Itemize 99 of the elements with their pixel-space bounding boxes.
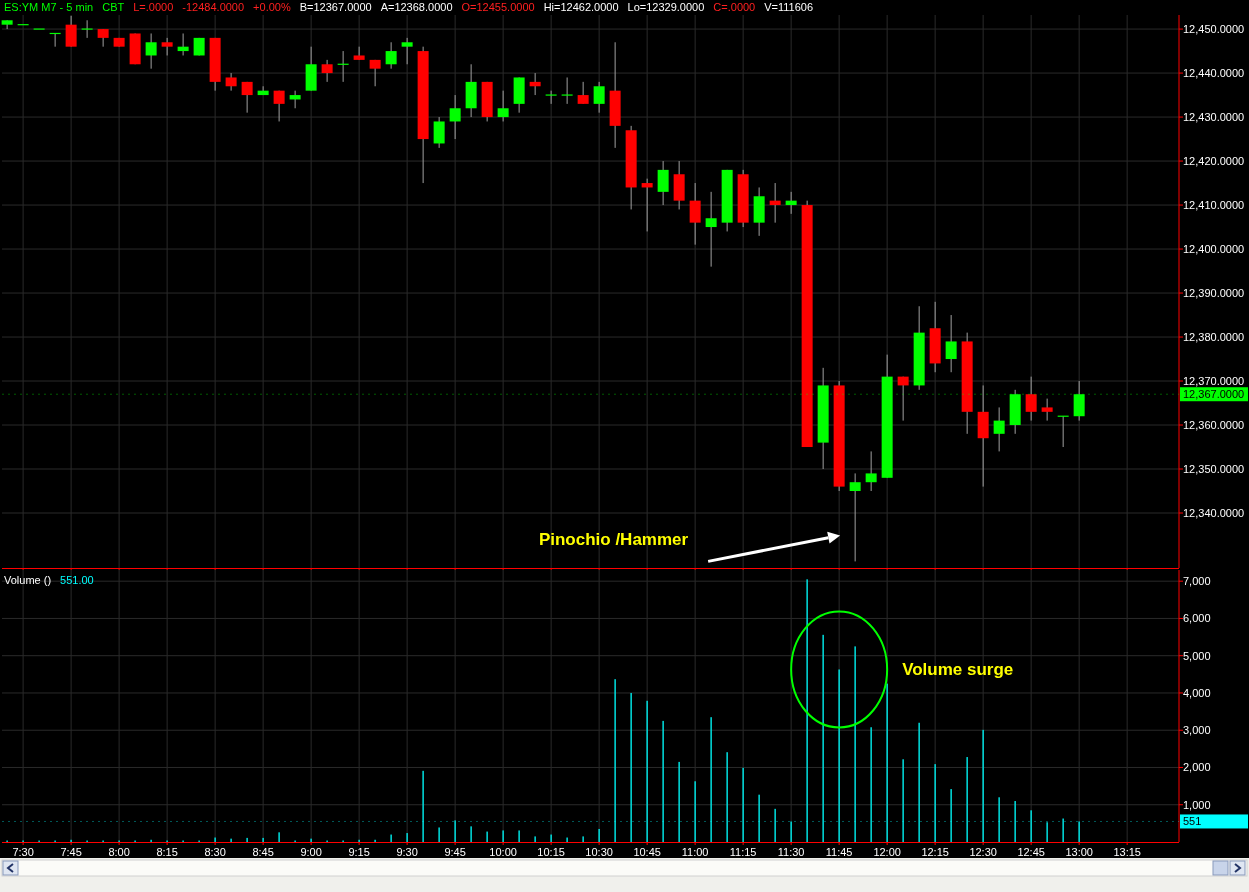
candlestick <box>849 472 861 562</box>
candlestick <box>177 32 189 56</box>
candlestick <box>257 85 269 96</box>
text: Hi=12462.0000 <box>543 1 619 13</box>
candlestick <box>897 376 909 422</box>
x-tick-label: 9:30 <box>396 846 418 858</box>
y-tick-label: 12,430.0000 <box>1183 110 1245 123</box>
x-tick-label: 10:15 <box>537 846 565 858</box>
candlestick <box>769 182 781 224</box>
y-tick-label: 6,000 <box>1183 612 1211 625</box>
candlestick <box>273 90 285 122</box>
candlestick <box>561 76 574 105</box>
text: +0.00% <box>253 1 291 13</box>
text: B=12367.0000 <box>299 1 372 13</box>
candlestick <box>641 178 653 232</box>
y-tick-label: 7,000 <box>1183 575 1211 588</box>
candlestick <box>369 59 381 87</box>
y-tick-label: 12,380.0000 <box>1183 330 1245 343</box>
text: ES:YM M7 - 5 min <box>4 1 94 13</box>
x-tick-label: 12:45 <box>1017 846 1045 858</box>
x-tick-label: 8:00 <box>108 846 130 858</box>
y-tick-label: 12,340.0000 <box>1183 506 1245 519</box>
x-tick-label: 7:30 <box>12 846 34 858</box>
text: C=.0000 <box>713 1 756 13</box>
x-tick-label: 9:15 <box>348 846 370 858</box>
y-tick-label: 12,450.0000 <box>1183 22 1245 35</box>
candlestick <box>1041 398 1053 422</box>
x-tick-label: 11:15 <box>729 846 757 858</box>
candlestick <box>353 46 365 61</box>
candlestick <box>289 90 301 109</box>
annotation: Pinochio /Hammer <box>538 530 689 550</box>
y-tick-label: 12,410.0000 <box>1183 198 1245 211</box>
candlestick <box>865 450 877 492</box>
chart-title: Volume () <box>4 574 52 586</box>
chart-subtitle: 551.00 <box>60 574 94 586</box>
candlestick <box>1025 376 1037 422</box>
ref-line-label: 12,367.0000 <box>1183 388 1245 401</box>
candlestick <box>321 59 333 83</box>
ref-line-label: 551 <box>1183 815 1202 828</box>
y-tick-label: 12,400.0000 <box>1183 242 1245 255</box>
x-tick-label: 13:00 <box>1065 846 1093 858</box>
x-tick-label: 8:30 <box>204 846 226 858</box>
text: Lo=12329.0000 <box>627 1 705 13</box>
candlestick <box>689 182 701 246</box>
candlestick <box>785 191 797 215</box>
candlestick <box>577 81 589 105</box>
candlestick <box>225 72 237 92</box>
y-tick-label: 12,350.0000 <box>1183 462 1245 475</box>
candlestick <box>593 81 605 114</box>
y-tick-label: 1,000 <box>1183 798 1211 811</box>
candlestick <box>993 406 1005 452</box>
x-tick-label: 8:15 <box>156 846 178 858</box>
candlestick <box>945 314 957 373</box>
candlestick <box>81 19 94 39</box>
x-tick-label: 11:00 <box>681 846 709 858</box>
y-tick-label: 12,420.0000 <box>1183 154 1245 167</box>
candlestick <box>433 116 445 149</box>
x-tick-label: 13:15 <box>1113 846 1141 858</box>
x-tick-label: 10:00 <box>489 846 517 858</box>
x-tick-label: 10:45 <box>633 846 661 858</box>
text: O=12455.0000 <box>461 1 535 13</box>
candlestick <box>65 15 77 48</box>
x-tick-label: 7:45 <box>60 846 82 858</box>
candlestick <box>529 72 541 96</box>
x-tick-label: 9:45 <box>444 846 466 858</box>
candlestick <box>161 37 173 56</box>
text: V=111606 <box>764 1 814 13</box>
x-tick-label: 8:45 <box>252 846 274 858</box>
candlestick <box>97 28 109 48</box>
x-tick-label: 12:30 <box>969 846 997 858</box>
x-tick-label: 12:15 <box>921 846 949 858</box>
candlestick <box>401 37 413 65</box>
x-tick-label: 10:30 <box>585 846 613 858</box>
x-tick-label: 12:00 <box>873 846 901 858</box>
candlestick <box>545 90 558 105</box>
y-tick-label: 4,000 <box>1183 686 1211 699</box>
y-tick-label: 3,000 <box>1183 724 1211 737</box>
y-tick-label: 2,000 <box>1183 761 1211 774</box>
y-tick-label: 12,370.0000 <box>1183 374 1245 387</box>
candlestick <box>705 191 717 268</box>
text: CBT <box>102 1 125 13</box>
candlestick <box>449 94 461 140</box>
text: -12484.0000 <box>182 1 245 13</box>
y-tick-label: 12,360.0000 <box>1183 418 1245 431</box>
candlestick <box>145 32 157 70</box>
y-tick-label: 12,390.0000 <box>1183 286 1245 299</box>
text: L=.0000 <box>133 1 174 13</box>
candlestick <box>657 160 669 206</box>
candlestick <box>1073 380 1085 422</box>
x-tick-label: 11:30 <box>777 846 805 858</box>
text: A=12368.0000 <box>380 1 453 13</box>
candlestick <box>385 41 397 70</box>
x-tick-label: 9:00 <box>300 846 322 858</box>
candlestick <box>241 81 253 114</box>
y-tick-label: 5,000 <box>1183 649 1211 662</box>
annotation: Volume surge <box>902 660 1014 680</box>
x-tick-label: 11:45 <box>825 846 853 858</box>
y-tick-label: 12,440.0000 <box>1183 66 1245 79</box>
candlestick <box>497 90 509 122</box>
